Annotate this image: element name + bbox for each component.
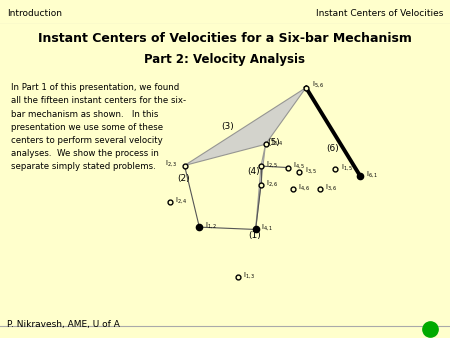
Text: (1): (1) [248,231,261,240]
Text: I$_{4,1}$: I$_{4,1}$ [261,222,274,232]
Text: I$_{2,4}$: I$_{2,4}$ [175,195,187,205]
Text: I$_{2,5}$: I$_{2,5}$ [266,159,279,169]
Text: (6): (6) [327,144,339,153]
Polygon shape [184,88,306,166]
Text: I$_{3,4}$: I$_{3,4}$ [271,137,284,147]
Text: I$_{2,6}$: I$_{2,6}$ [266,178,279,188]
Text: I$_{1,2}$: I$_{1,2}$ [205,220,217,230]
Text: Part 2: Velocity Analysis: Part 2: Velocity Analysis [144,53,306,66]
Text: (5): (5) [267,138,280,147]
Text: I$_{4,6}$: I$_{4,6}$ [298,182,310,192]
Text: I$_{3,6}$: I$_{3,6}$ [325,182,338,192]
Text: I$_{2,3}$: I$_{2,3}$ [165,158,178,168]
Text: In Part 1 of this presentation, we found
all the fifteen instant centers for the: In Part 1 of this presentation, we found… [11,83,186,171]
Text: Instant Centers of Velocities: Instant Centers of Velocities [316,8,443,18]
Text: (2): (2) [177,174,190,183]
Text: P. Nikravesh, AME, U of A: P. Nikravesh, AME, U of A [7,320,120,330]
Text: I$_{5,6}$: I$_{5,6}$ [312,79,324,89]
Text: I$_{6,1}$: I$_{6,1}$ [366,169,378,179]
Text: I$_{3,5}$: I$_{3,5}$ [305,166,317,175]
Text: Instant Centers of Velocities for a Six-bar Mechanism: Instant Centers of Velocities for a Six-… [38,32,412,45]
Polygon shape [256,144,266,230]
Text: (4): (4) [247,167,260,176]
Text: I$_{1,5}$: I$_{1,5}$ [341,162,353,172]
Text: I$_{1,3}$: I$_{1,3}$ [243,269,256,280]
Text: (3): (3) [221,122,234,131]
Text: Introduction: Introduction [7,8,62,18]
Text: I$_{4,5}$: I$_{4,5}$ [293,160,306,170]
